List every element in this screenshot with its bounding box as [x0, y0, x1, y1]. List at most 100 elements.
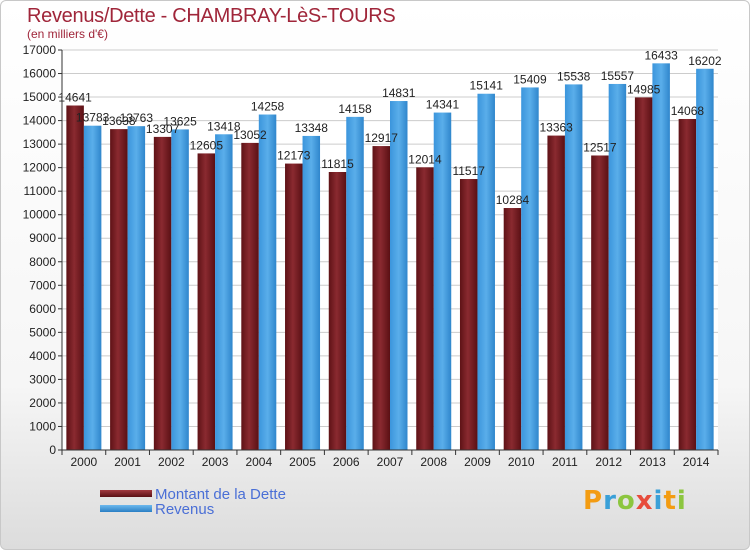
- bar-dette: [678, 118, 697, 451]
- data-label-dette: 14641: [58, 91, 92, 105]
- y-tick-label: 2000: [29, 396, 56, 410]
- y-tick-label: 13000: [23, 137, 57, 151]
- x-tick-label: 2009: [464, 455, 491, 469]
- y-tick-label: 10000: [23, 208, 57, 222]
- bar-dette: [110, 129, 128, 450]
- bar-dette: [197, 153, 216, 451]
- legend-swatch-revenus: [100, 505, 152, 512]
- bar-revenus: [652, 63, 670, 450]
- bar-revenus: [302, 135, 321, 450]
- x-tick-label: 2011: [552, 455, 578, 469]
- x-tick-label: 2001: [114, 455, 141, 469]
- y-tick-label: 7000: [29, 278, 56, 292]
- data-label-revenus: 13625: [163, 114, 197, 128]
- data-label-dette: 12173: [277, 149, 311, 163]
- data-label-revenus: 15557: [601, 69, 635, 83]
- y-tick-label: 8000: [29, 255, 56, 269]
- logo-letter: t: [663, 486, 677, 516]
- data-label-revenus: 15538: [557, 69, 591, 83]
- y-tick-label: 11000: [24, 184, 57, 198]
- data-label-revenus: 14158: [338, 102, 372, 116]
- data-label-revenus: 16202: [688, 54, 722, 68]
- data-label-revenus: 15409: [513, 72, 547, 86]
- x-tick-label: 2006: [333, 455, 360, 469]
- x-tick-label: 2010: [508, 455, 535, 469]
- data-label-revenus: 14258: [251, 100, 285, 114]
- legend-swatch-dette: [100, 490, 152, 497]
- bar-dette: [328, 172, 347, 450]
- data-label-revenus: 16433: [644, 48, 678, 62]
- data-label-dette: 14068: [671, 104, 705, 118]
- logo-letter: r: [603, 486, 617, 516]
- y-tick-label: 17000: [23, 43, 57, 57]
- y-tick-label: 16000: [23, 67, 57, 81]
- x-tick-label: 2007: [377, 455, 404, 469]
- logo-letter: i: [676, 486, 687, 516]
- bar-dette: [547, 135, 565, 450]
- bar-revenus: [564, 84, 583, 451]
- logo-letter: i: [653, 486, 664, 516]
- data-label-dette: 12605: [190, 138, 224, 152]
- data-label-revenus: 13763: [120, 111, 154, 125]
- legend-label-dette: Montant de la Dette: [155, 486, 286, 503]
- bar-revenus: [83, 125, 102, 450]
- bar-revenus: [390, 101, 408, 451]
- data-label-dette: 13307: [146, 122, 180, 136]
- data-label-revenus: 14831: [382, 86, 416, 100]
- bar-dette: [634, 97, 653, 450]
- x-tick-label: 2002: [158, 455, 185, 469]
- y-tick-label: 6000: [29, 302, 56, 316]
- x-tick-label: 2008: [420, 455, 447, 469]
- data-label-revenus: 15141: [470, 79, 504, 93]
- bar-dette: [241, 142, 259, 451]
- data-label-dette: 12014: [408, 152, 442, 166]
- bar-revenus: [346, 116, 364, 450]
- data-label-dette: 10284: [496, 193, 530, 207]
- bar-revenus: [696, 68, 714, 450]
- bar-revenus: [433, 112, 452, 451]
- bar-dette: [372, 146, 390, 450]
- x-tick-label: 2004: [245, 455, 272, 469]
- chart-subtitle: (en milliers d'€): [27, 27, 108, 41]
- bar-revenus: [608, 83, 627, 450]
- bar-dette: [503, 208, 522, 450]
- y-tick-label: 15000: [23, 90, 57, 104]
- bar-dette: [66, 105, 84, 450]
- logo-letter: P: [583, 486, 604, 516]
- x-tick-label: 2005: [289, 455, 316, 469]
- y-tick-label: 0: [49, 443, 56, 457]
- bar-dette: [153, 136, 172, 451]
- data-label-dette: 13052: [233, 128, 267, 142]
- y-tick-label: 1000: [29, 419, 56, 433]
- y-tick-label: 4000: [29, 349, 56, 363]
- data-label-dette: 11815: [321, 157, 354, 171]
- bar-revenus: [477, 93, 495, 450]
- y-tick-label: 3000: [29, 372, 56, 386]
- data-label-dette: 14985: [627, 82, 661, 96]
- x-tick-label: 2012: [595, 455, 622, 469]
- bar-revenus: [521, 87, 539, 450]
- bar-revenus: [127, 126, 146, 450]
- data-label-revenus: 13418: [207, 119, 241, 133]
- bar-revenus: [258, 114, 277, 451]
- x-tick-label: 2014: [683, 455, 710, 469]
- bar-revenus: [171, 129, 189, 451]
- legend-label-revenus: Revenus: [155, 501, 215, 518]
- bar-dette: [591, 155, 609, 450]
- y-tick-label: 5000: [29, 325, 56, 339]
- data-label-dette: 12517: [583, 140, 617, 154]
- x-tick-label: 2003: [202, 455, 229, 469]
- data-label-dette: 11517: [452, 164, 485, 178]
- y-tick-label: 14000: [23, 114, 57, 128]
- logo-letter: o: [616, 486, 636, 516]
- data-label-dette: 13363: [539, 121, 573, 135]
- logo-letter: x: [635, 486, 654, 516]
- data-label-revenus: 14341: [426, 98, 460, 112]
- bar-dette: [285, 163, 303, 450]
- y-tick-label: 9000: [29, 231, 56, 245]
- data-label-revenus: 13348: [295, 121, 329, 135]
- x-tick-label: 2000: [71, 455, 98, 469]
- proxiti-logo: Proxiti: [583, 486, 687, 516]
- y-tick-label: 12000: [23, 161, 57, 175]
